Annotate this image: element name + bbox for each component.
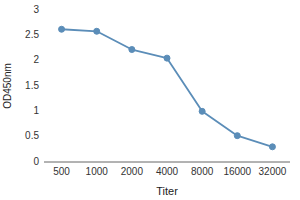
x-tick-label: 1000 bbox=[86, 166, 109, 177]
point bbox=[234, 133, 240, 139]
line bbox=[62, 29, 273, 147]
point bbox=[59, 26, 65, 32]
y-tick-label: 2 bbox=[33, 54, 39, 65]
y-tick-label: 3 bbox=[33, 4, 39, 15]
chart: 0 0.5 1 1.5 2 2.5 3 500 1000 2000 4000 8000 16000 320… bbox=[0, 0, 300, 200]
point bbox=[269, 144, 275, 150]
x-tick-label: 500 bbox=[53, 166, 70, 177]
chart-container: 0 0.5 1 1.5 2 2.5 3 500 1000 2000 4000 8000 16000 320… bbox=[0, 0, 300, 200]
point bbox=[94, 28, 100, 34]
plot-area bbox=[59, 26, 276, 150]
y-tick-label: 2.5 bbox=[25, 29, 39, 40]
y-tick-label: 1.5 bbox=[25, 80, 39, 91]
x-tick-label: 2000 bbox=[121, 166, 144, 177]
point bbox=[129, 47, 135, 53]
y-tick-label: 0 bbox=[33, 156, 39, 167]
y-axis-label: OD450nm bbox=[2, 63, 13, 109]
x-tick-label: 32000 bbox=[259, 166, 287, 177]
point bbox=[199, 108, 205, 114]
x-tick-label: 8000 bbox=[191, 166, 214, 177]
point bbox=[164, 55, 170, 61]
x-tick-label: 16000 bbox=[223, 166, 251, 177]
x-tick-label: 4000 bbox=[156, 166, 179, 177]
x-axis-label: Titer bbox=[156, 185, 178, 197]
y-tick-label: 1 bbox=[33, 105, 39, 116]
y-tick-label: 0.5 bbox=[25, 130, 39, 141]
x-axis-line bbox=[44, 162, 290, 163]
